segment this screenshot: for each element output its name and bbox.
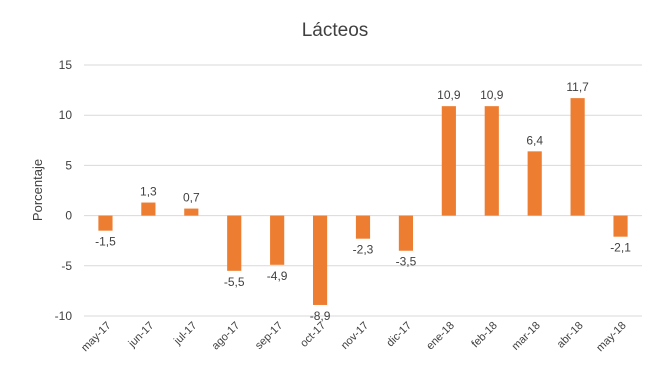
y-tick-label: -5 [61,259,72,273]
data-label: -8,9 [310,309,331,323]
bar-may-18 [613,215,628,237]
bar-dic-17 [398,215,414,251]
data-label: 0,7 [183,191,200,205]
y-tick-label: 10 [59,108,73,122]
data-label: 10,9 [437,88,461,102]
x-tick-label: feb-18 [469,320,500,351]
x-tick-labels: may-17 jun-17 jul-17 ago-17 sep-17 oct-17 nov-… [79,320,629,354]
bar-abr-18 [570,98,585,216]
data-labels: -1,5 1,3 0,7 -5,5 -4,9 -8,9 -2,3 -3,5 10,9 10,9 6,… [95,80,631,323]
x-tick-label: jun-17 [126,320,157,351]
data-label: -5,5 [224,275,245,289]
x-tick-label: jul-17 [171,320,199,348]
chart-title: Lácteos [302,20,369,41]
data-label: -3,5 [396,255,417,269]
y-tick-labels: -10 -5 0 5 10 15 [55,58,73,323]
bar-ene-18 [441,106,456,216]
data-label: 1,3 [140,185,157,199]
bar-jun-17 [141,202,156,216]
bar-feb-18 [484,106,499,216]
data-label: -1,5 [95,235,116,249]
x-tick-label: ene-18 [424,320,457,353]
y-tick-label: 0 [65,209,72,223]
data-label: -2,1 [610,241,631,255]
bar-jul-17 [184,208,199,216]
x-tick-label: sep-17 [253,320,285,352]
bar-sep-17 [270,215,285,265]
y-tick-label: 15 [59,58,73,72]
bars [98,98,628,305]
bar-ago-17 [227,215,242,271]
data-label: 6,4 [526,133,543,147]
data-label: -2,3 [353,243,374,257]
bar-oct-17 [312,215,328,305]
data-label: 11,7 [566,80,589,94]
x-tick-label: abr-18 [555,320,586,351]
gridlines [84,64,642,317]
y-axis-label: Porcentaje [30,159,45,221]
data-label: 10,9 [480,88,504,102]
x-tick-label: ago-17 [210,320,243,353]
y-tick-label: 5 [65,158,72,172]
x-tick-label: nov-17 [339,320,371,352]
x-tick-label: mar-18 [510,320,543,353]
bar-mar-18 [527,151,542,216]
x-tick-label: dic-17 [384,320,414,350]
bar-may-17 [98,215,113,231]
data-label: -4,9 [267,269,288,283]
x-tick-label: may-18 [594,320,628,354]
bar-nov-17 [355,215,371,239]
x-tick-label: oct-17 [298,320,328,350]
x-tick-label: may-17 [79,320,113,354]
y-tick-label: -10 [55,309,73,323]
